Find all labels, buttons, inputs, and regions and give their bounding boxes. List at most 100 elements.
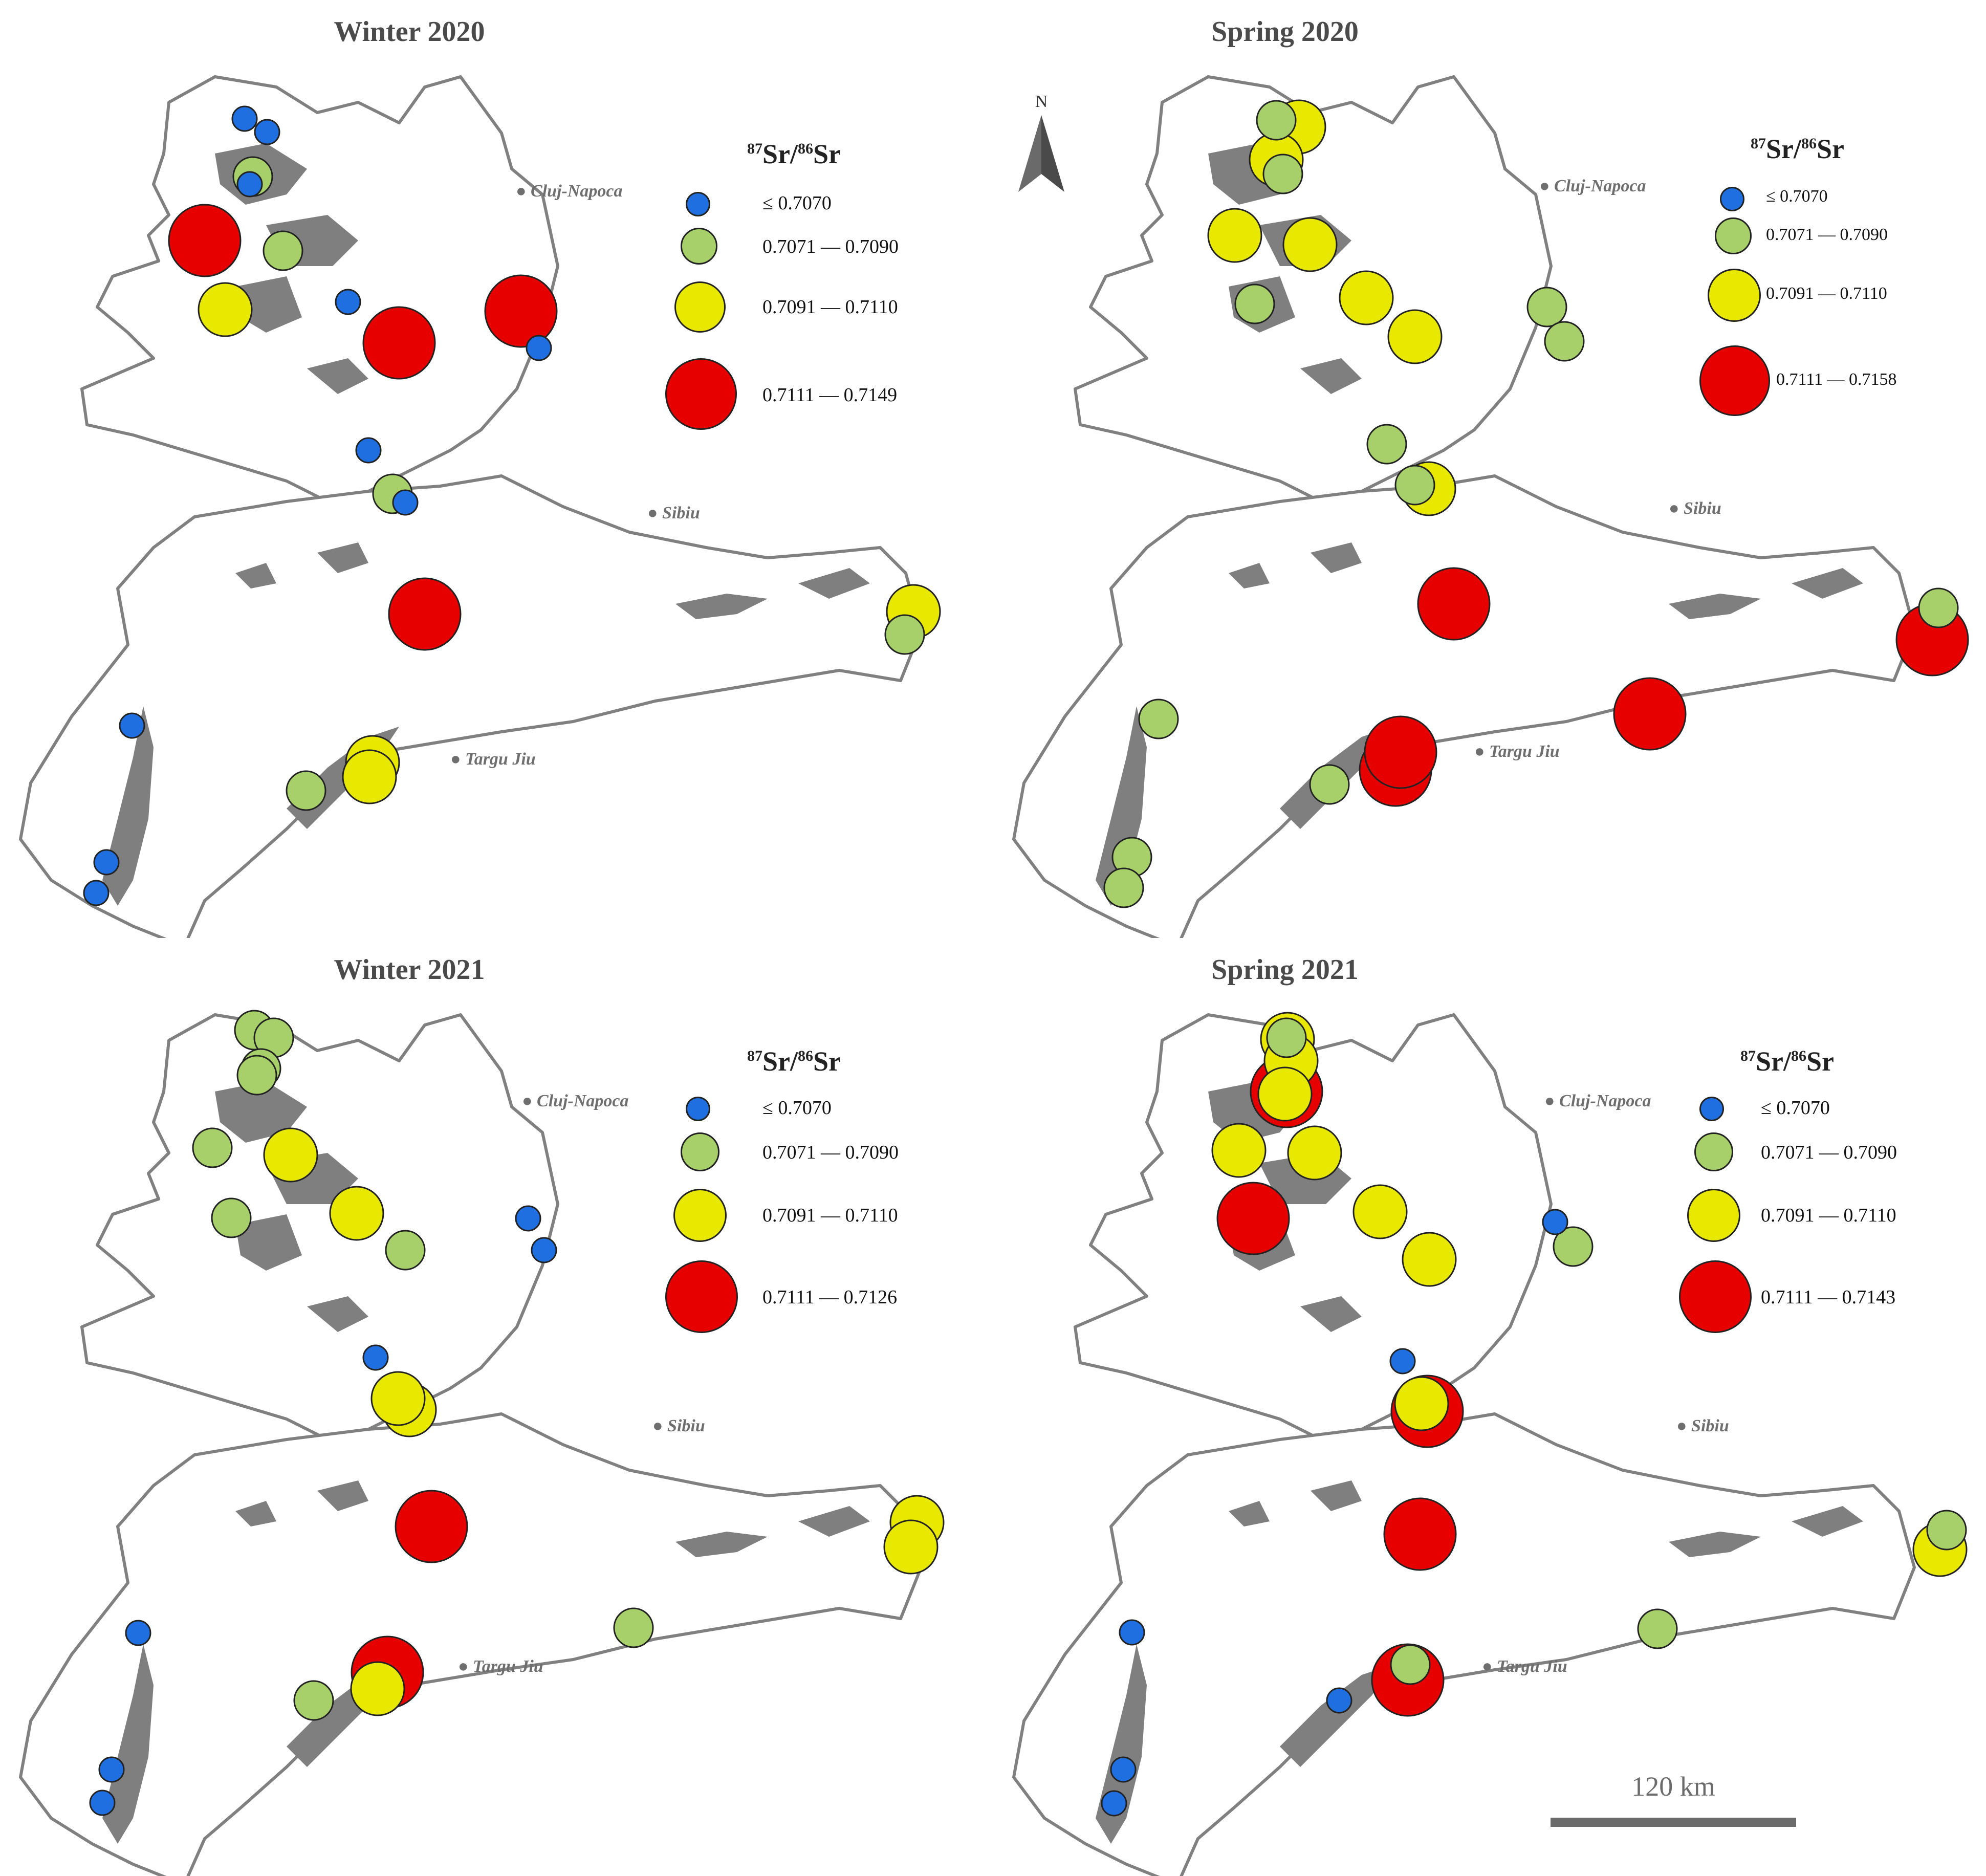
legend-symbol-green <box>1694 1132 1733 1171</box>
sampling-site-c3 <box>342 749 397 804</box>
legend-symbol-green <box>1715 217 1752 254</box>
sampling-site-c1 <box>531 1237 557 1263</box>
legend-item-class-3: 0.7091 — 0.7110 <box>1679 1189 1966 1250</box>
sampling-site-c4 <box>362 306 436 380</box>
sampling-site-c2 <box>1103 867 1144 908</box>
sampling-site-c1 <box>1110 1756 1137 1783</box>
sampling-site-c2 <box>1366 424 1407 465</box>
sampling-site-c3 <box>1387 309 1443 364</box>
legend-item-class-2: 0.7071 — 0.7090 <box>1699 215 1986 276</box>
sampling-site-c3 <box>263 1127 318 1183</box>
legend-symbol-yellow <box>1708 269 1761 322</box>
sampling-site-c2 <box>1234 283 1275 324</box>
sampling-site-c1 <box>1326 1687 1352 1714</box>
legend-label: 0.7111 — 0.7158 <box>1776 370 1897 389</box>
sampling-site-c2 <box>211 1197 252 1238</box>
scale-bar: 120 km <box>1551 1771 1796 1827</box>
scale-bar-line <box>1551 1818 1796 1827</box>
sampling-site-c1 <box>231 105 258 132</box>
legend-label: ≤ 0.7070 <box>1761 1097 1830 1119</box>
sampling-site-c3 <box>1207 208 1262 263</box>
north-label: N <box>1035 92 1048 111</box>
map-panel-winter-2020: Winter 2020 ● Cluj-Napoca ● Sibiu ● Targ… <box>0 0 993 938</box>
panel-title: Spring 2020 <box>1211 16 1359 48</box>
sampling-site-c4 <box>1417 567 1491 641</box>
sampling-site-c2 <box>1394 465 1435 506</box>
legend-label: ≤ 0.7070 <box>762 1097 832 1119</box>
sampling-site-c1 <box>526 335 552 361</box>
legend-item-class-4: 0.7111 — 0.7126 <box>665 1260 952 1333</box>
legend-label: 0.7071 — 0.7090 <box>762 1142 899 1163</box>
panel-title: Winter 2020 <box>334 16 485 48</box>
city-label-targu-jiu: ● Targu Jiu <box>1474 742 1560 761</box>
legend-item-class-3: 0.7091 — 0.7110 <box>1699 269 1986 330</box>
sampling-site-c3 <box>1282 217 1338 272</box>
legend-symbol-red <box>1679 1260 1752 1333</box>
map-spring-2021 <box>993 1012 1968 1876</box>
legend-item-class-4: 0.7111 — 0.7149 <box>665 358 952 430</box>
sampling-site-c1 <box>1389 1348 1416 1375</box>
sampling-site-c1 <box>83 880 110 906</box>
sampling-site-c1 <box>1101 1790 1127 1817</box>
sampling-site-c2 <box>1262 154 1303 194</box>
sampling-site-c3 <box>1211 1123 1267 1178</box>
sampling-site-c2 <box>1926 1510 1967 1551</box>
sampling-site-c2 <box>1256 100 1297 141</box>
legend: 87Sr/86Sr ≤ 0.7070 0.7071 — 0.7090 0.709… <box>1699 133 1986 450</box>
sampling-site-c2 <box>1553 1226 1594 1267</box>
legend-symbol-blue <box>1720 187 1744 211</box>
city-label-targu-jiu: ● Targu Jiu <box>458 1657 543 1676</box>
legend-symbol-yellow <box>674 281 726 333</box>
map-panel-spring-2020: Spring 2020 ● Cluj-Napoca ● Sibiu ● Targ… <box>993 0 1986 938</box>
sampling-site-c2 <box>236 1055 277 1096</box>
sampling-site-c1 <box>119 712 145 739</box>
north-arrow-icon <box>1018 115 1064 192</box>
sampling-site-c4 <box>388 577 462 651</box>
sampling-site-c1 <box>254 119 280 145</box>
sampling-site-c2 <box>263 230 303 271</box>
city-label-sibiu: ● Sibiu <box>1669 499 1721 518</box>
sampling-site-c2 <box>1266 1017 1307 1058</box>
legend-symbol-yellow <box>1687 1189 1740 1242</box>
legend-item-class-1: ≤ 0.7070 <box>1679 1089 1966 1150</box>
legend-symbol-yellow <box>673 1189 727 1242</box>
legend-label: 0.7111 — 0.7149 <box>762 384 898 406</box>
legend: 87Sr/86Sr ≤ 0.7070 0.7071 — 0.7090 0.709… <box>665 138 952 455</box>
sampling-site-c1 <box>515 1205 541 1232</box>
legend-item-class-2: 0.7071 — 0.7090 <box>665 225 952 287</box>
sampling-site-c2 <box>1637 1608 1678 1649</box>
sampling-site-c4 <box>484 274 558 348</box>
sampling-site-c3 <box>1339 270 1394 325</box>
sampling-site-c2 <box>192 1127 233 1168</box>
city-label-cluj-napoca: ● Cluj-Napoca <box>522 1092 629 1110</box>
legend-item-class-3: 0.7091 — 0.7110 <box>665 281 952 343</box>
legend-title: 87Sr/86Sr <box>747 139 841 169</box>
legend-item-class-2: 0.7071 — 0.7090 <box>1679 1130 1966 1191</box>
sampling-site-c2 <box>293 1680 334 1721</box>
sampling-site-c1 <box>236 171 263 198</box>
sampling-site-c4 <box>1613 677 1687 751</box>
legend: 87Sr/86Sr ≤ 0.7070 0.7071 — 0.7090 0.709… <box>1679 1045 1966 1363</box>
legend-title: 87Sr/86Sr <box>1740 1046 1835 1077</box>
legend: 87Sr/86Sr ≤ 0.7070 0.7071 — 0.7090 0.709… <box>665 1045 952 1363</box>
sampling-site-c1 <box>98 1756 125 1783</box>
map-panel-winter-2021: Winter 2021 ● Cluj-Napoca ● Sibiu ● Targ… <box>0 938 993 1876</box>
scale-label: 120 km <box>1631 1771 1715 1802</box>
legend-label: 0.7071 — 0.7090 <box>1766 225 1888 244</box>
map-winter-2021 <box>0 1010 945 1876</box>
sampling-site-c3 <box>1402 1232 1457 1287</box>
sampling-site-c1 <box>335 289 361 315</box>
legend-item-class-2: 0.7071 — 0.7090 <box>665 1130 952 1191</box>
sampling-site-c3 <box>329 1186 384 1241</box>
sampling-site-c3 <box>883 1519 939 1575</box>
legend-label: 0.7091 — 0.7110 <box>762 296 898 318</box>
legend-symbol-red <box>665 1260 738 1333</box>
sampling-site-c3 <box>1394 1376 1449 1431</box>
sampling-site-c2 <box>1918 587 1959 628</box>
legend-label: 0.7071 — 0.7090 <box>1761 1142 1897 1163</box>
city-label-sibiu: ● Sibiu <box>1676 1416 1729 1435</box>
legend-symbol-blue <box>686 1097 710 1121</box>
legend-title: 87Sr/86Sr <box>747 1046 841 1077</box>
legend-item-class-1: ≤ 0.7070 <box>665 1089 952 1150</box>
legend-title: 87Sr/86Sr <box>1751 134 1845 164</box>
